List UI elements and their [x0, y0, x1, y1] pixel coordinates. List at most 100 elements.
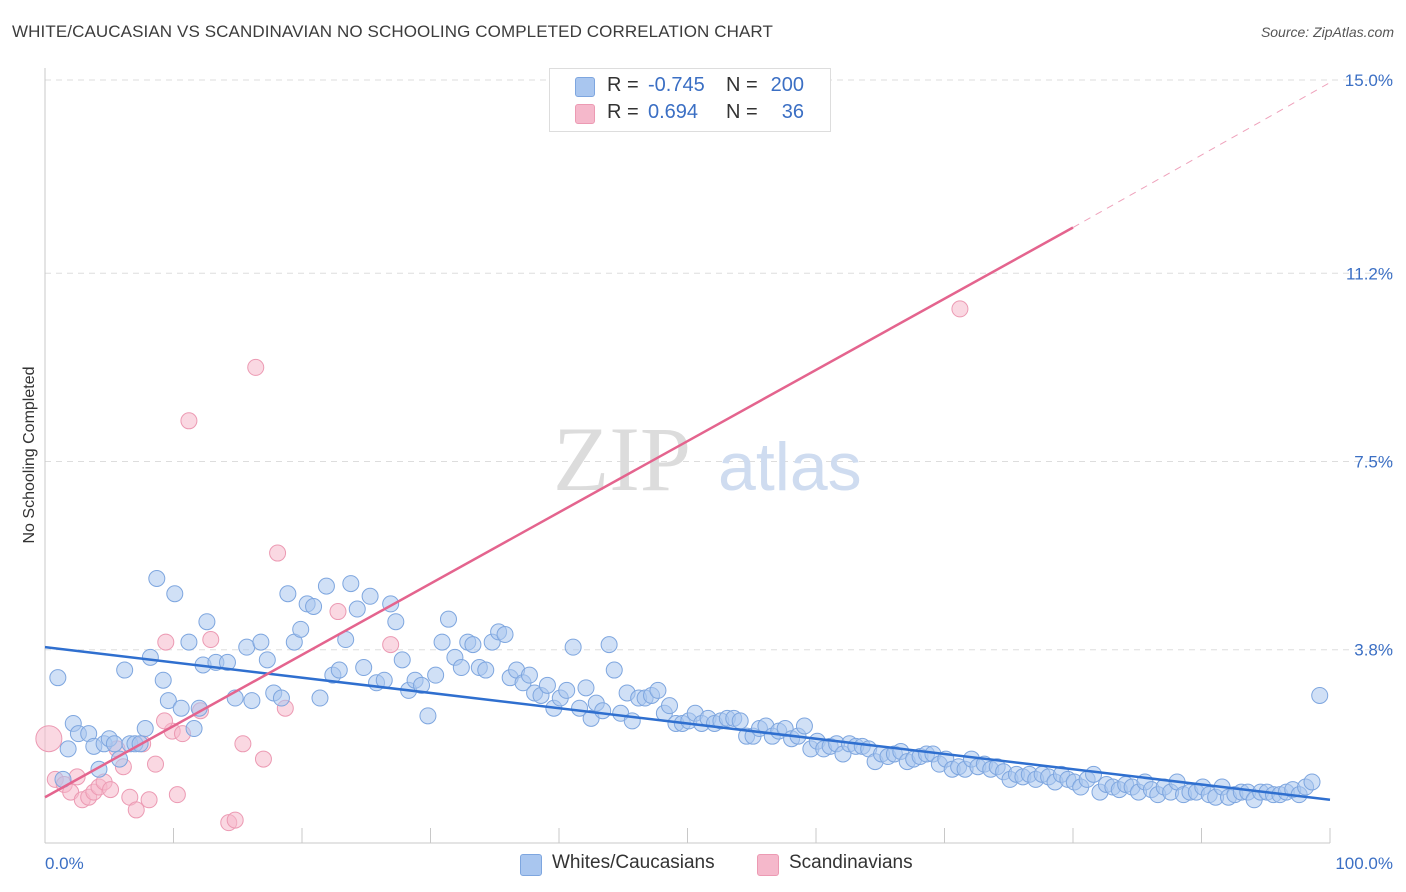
- whites-point: [464, 636, 482, 654]
- whites-point: [148, 569, 166, 587]
- n-label: N =: [726, 101, 758, 123]
- whites-point: [342, 575, 360, 593]
- scandinavians-swatch: [575, 104, 595, 124]
- scandinavians-trendline-extension: [1072, 82, 1331, 228]
- whites-point: [496, 625, 514, 643]
- x-tick-label: 0.0%: [45, 854, 84, 873]
- whites-point: [243, 692, 261, 710]
- whites-point: [218, 653, 236, 671]
- whites-point: [452, 659, 470, 677]
- whites-point: [577, 679, 595, 697]
- n-value: 36: [781, 101, 804, 123]
- whites-point: [661, 697, 679, 715]
- whites-point: [279, 585, 297, 603]
- scandinavians-point: [247, 358, 265, 376]
- n-label: N =: [726, 74, 758, 96]
- stats-row-whites: R = -0.745 N = 200: [550, 74, 830, 100]
- scandinavians-point: [382, 636, 400, 654]
- whites-point: [433, 633, 451, 651]
- whites-point: [136, 720, 154, 738]
- whites-point: [1085, 765, 1103, 783]
- whites-point: [330, 661, 348, 679]
- whites-point: [538, 676, 556, 694]
- r-value: -0.745: [648, 74, 705, 96]
- y-tick-label: 3.8%: [1354, 641, 1393, 660]
- watermark: ZIP atlas: [553, 408, 862, 510]
- whites-point: [185, 720, 203, 738]
- scandinavians-trendline: [44, 226, 1074, 799]
- stats-legend: R = -0.745 N = 200 R = 0.694 N = 36: [549, 68, 831, 132]
- whites-point: [520, 666, 538, 684]
- whites-point: [49, 669, 67, 687]
- whites-point: [105, 735, 123, 753]
- scandinavians-point: [226, 811, 244, 829]
- whites-point: [348, 600, 366, 618]
- y-tick-label: 15.0%: [1345, 71, 1393, 90]
- r-value: 0.694: [648, 101, 699, 123]
- watermark-atlas: atlas: [718, 429, 862, 505]
- whites-point: [252, 633, 270, 651]
- whites-legend-swatch: [520, 854, 542, 876]
- whites-trendline: [44, 645, 1331, 802]
- whites-point: [477, 661, 495, 679]
- watermark-zip: ZIP: [553, 408, 691, 510]
- r-label: R =: [607, 101, 639, 123]
- whites-point: [427, 666, 445, 684]
- y-tick-labels: 3.8% 7.5% 11.2% 15.0%: [1345, 71, 1393, 660]
- scandinavians-point: [180, 412, 198, 430]
- whites-point: [154, 671, 172, 689]
- whites-point: [292, 620, 310, 638]
- whites-point: [311, 689, 329, 707]
- whites-point: [141, 648, 159, 666]
- scandinavians-point: [168, 786, 186, 804]
- whites-point: [180, 633, 198, 651]
- scandinavians-point: [157, 633, 175, 651]
- scandinavians-point: [147, 755, 165, 773]
- scandinavians-point: [202, 631, 220, 649]
- scandinavians-point: [254, 750, 272, 768]
- whites-point: [564, 638, 582, 656]
- whites-point: [413, 676, 431, 694]
- whites-point: [172, 699, 190, 717]
- whites-point: [795, 717, 813, 735]
- y-tick-label: 7.5%: [1354, 453, 1393, 472]
- whites-point: [605, 661, 623, 679]
- y-axis-label: No Schooling Completed: [21, 367, 38, 544]
- scandinavians-point: [140, 791, 158, 809]
- scandinavians-point: [156, 712, 174, 730]
- scandinavians-point: [102, 781, 120, 799]
- whites-point: [649, 681, 667, 699]
- whites-point: [238, 638, 256, 656]
- scandinavians-point: [127, 801, 145, 819]
- whites-point: [558, 681, 576, 699]
- trendlines: [44, 82, 1331, 802]
- whites-point: [439, 610, 457, 628]
- whites-point: [159, 692, 177, 710]
- whites-point: [1303, 773, 1321, 791]
- whites-point: [1311, 686, 1329, 704]
- whites-point: [59, 740, 77, 758]
- whites-point: [387, 613, 405, 631]
- whites-point: [393, 651, 411, 669]
- x-tick-labels: 0.0% 100.0%: [45, 854, 1393, 873]
- whites-point: [594, 702, 612, 720]
- series-legend: Whites/Caucasians Scandinavians: [520, 851, 940, 877]
- whites-legend-label: Whites/Caucasians: [552, 852, 715, 873]
- scandinavians-point: [329, 603, 347, 621]
- scandinavians-legend-label: Scandinavians: [789, 852, 913, 873]
- whites-point: [361, 587, 379, 605]
- source-credit: Source: ZipAtlas.com: [1260, 24, 1394, 40]
- whites-point: [355, 659, 373, 677]
- whites-swatch: [575, 77, 595, 97]
- whites-point: [419, 707, 437, 725]
- grid-lines: [45, 79, 1395, 651]
- axes: [44, 68, 1331, 844]
- whites-point: [116, 661, 134, 679]
- whites-point: [198, 613, 216, 631]
- scandinavians-point: [35, 725, 63, 753]
- x-tick-label: 100.0%: [1335, 854, 1393, 873]
- chart-title: WHITE/CAUCASIAN VS SCANDINAVIAN NO SCHOO…: [12, 22, 773, 41]
- whites-point: [272, 689, 290, 707]
- y-tick-label: 11.2%: [1346, 264, 1393, 283]
